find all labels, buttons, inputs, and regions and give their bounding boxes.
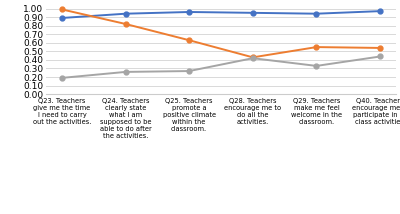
Line: C2: C2 — [60, 7, 382, 60]
C2 — [187, 39, 192, 42]
C1 — [314, 12, 319, 15]
C2 — [60, 8, 64, 11]
C1 — [378, 10, 382, 12]
C1 — [187, 11, 192, 13]
C3 — [187, 70, 192, 72]
C1 — [123, 12, 128, 15]
C3 — [123, 71, 128, 73]
C1 — [250, 12, 255, 14]
C2 — [250, 56, 255, 59]
C3 — [60, 77, 64, 79]
C2 — [123, 23, 128, 25]
Line: C3: C3 — [60, 54, 382, 80]
Line: C1: C1 — [60, 9, 382, 20]
C3 — [314, 65, 319, 67]
C2 — [314, 46, 319, 48]
C1 — [60, 17, 64, 19]
C3 — [378, 55, 382, 58]
C2 — [378, 47, 382, 49]
C3 — [250, 57, 255, 59]
